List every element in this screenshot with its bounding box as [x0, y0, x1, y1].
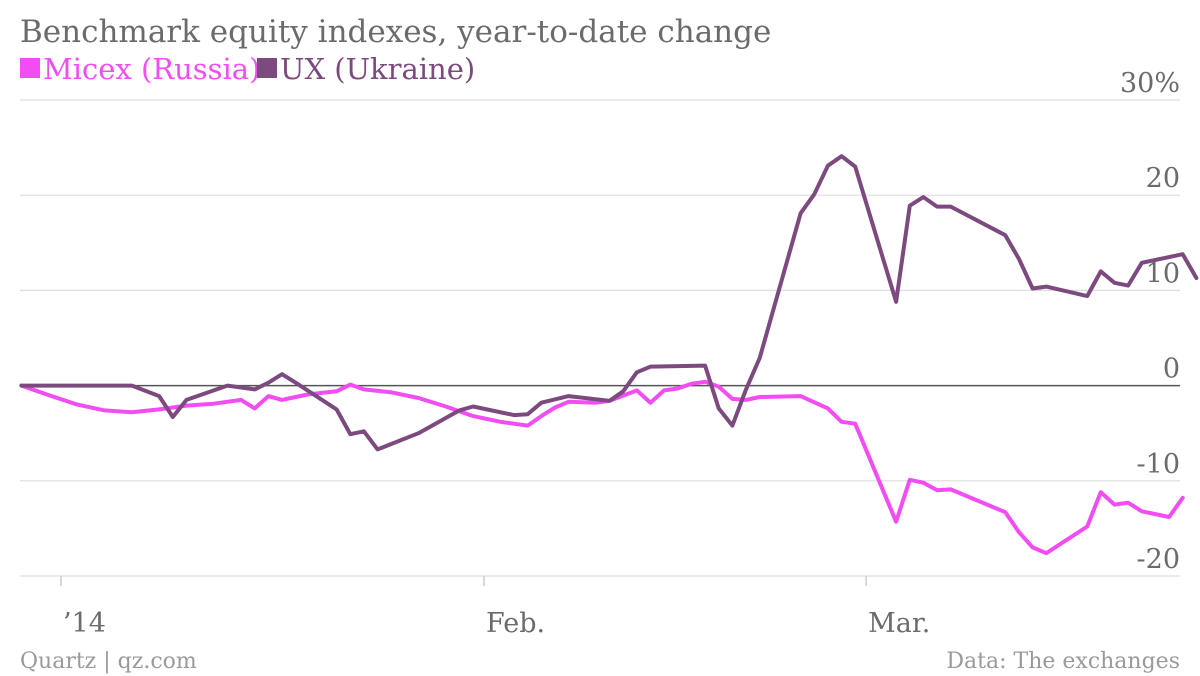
legend-swatch-micex — [20, 58, 40, 78]
series-line-micex — [19, 379, 1185, 556]
y-tick-label: 10 — [1146, 258, 1180, 289]
source-credit: Quartz | qz.com — [20, 649, 197, 674]
y-tick-label: -20 — [1137, 544, 1180, 575]
legend-label-micex: Micex (Russia) — [43, 52, 260, 86]
legend-swatch-ux — [257, 58, 277, 78]
series-line-ux — [19, 154, 1199, 452]
x-tick-label: Mar. — [868, 608, 930, 639]
legend-label-ux: UX (Ukraine) — [280, 52, 475, 86]
data-source: Data: The exchanges — [946, 649, 1180, 674]
legend: Micex (Russia) UX (Ukraine) — [20, 52, 475, 86]
x-tick-label: ’14 — [63, 608, 106, 639]
y-tick-label: -10 — [1137, 449, 1180, 480]
y-axis-ticks: 30% 20 10 0 -10 -20 — [1120, 68, 1180, 575]
y-tick-label: 0 — [1163, 354, 1180, 385]
gridlines — [20, 99, 1180, 577]
x-tick-label: Feb. — [486, 608, 545, 639]
chart-title: Benchmark equity indexes, year-to-date c… — [20, 14, 771, 50]
series-lines — [19, 154, 1199, 556]
y-tick-label: 20 — [1146, 163, 1180, 194]
y-tick-label: 30% — [1120, 68, 1180, 99]
x-axis-ticks: ’14 Feb. Mar. — [60, 576, 930, 639]
